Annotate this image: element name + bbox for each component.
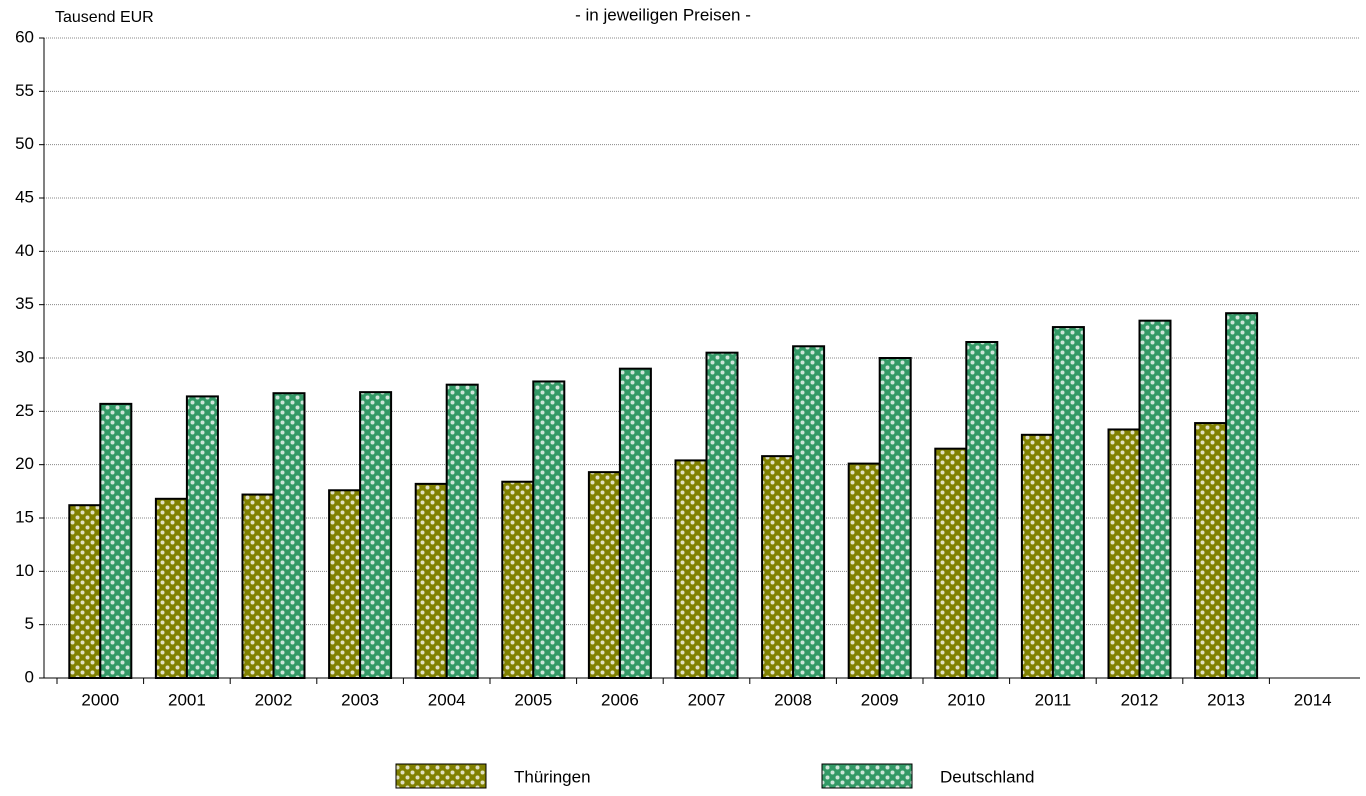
legend-swatch	[395, 763, 487, 789]
y-tick-label: 45	[15, 187, 34, 206]
y-tick-label: 55	[15, 81, 34, 100]
bar	[705, 351, 739, 679]
bar	[328, 489, 362, 679]
y-tick-label: 50	[15, 134, 34, 153]
x-tick-label: 2013	[1207, 690, 1245, 709]
chart-title: - in jeweiligen Preisen -	[575, 5, 751, 24]
bar	[445, 383, 479, 679]
bar	[674, 459, 708, 679]
bar	[99, 402, 133, 679]
bar	[1107, 428, 1141, 680]
x-tick-label: 2008	[774, 690, 812, 709]
y-tick-label: 10	[15, 561, 34, 580]
y-axis-label: Tausend EUR	[55, 9, 154, 26]
x-tick-label: 2000	[81, 690, 119, 709]
y-tick-label: 35	[15, 294, 34, 313]
legend-label: Thüringen	[514, 767, 591, 786]
bar	[847, 462, 881, 679]
y-tick-label: 60	[15, 27, 34, 46]
bar	[587, 471, 621, 679]
bar	[154, 497, 188, 679]
bar	[359, 391, 393, 679]
legend-label: Deutschland	[940, 767, 1035, 786]
y-tick-label: 25	[15, 401, 34, 420]
y-tick-label: 40	[15, 241, 34, 260]
bar	[761, 455, 795, 679]
y-tick-label: 5	[25, 614, 34, 633]
x-tick-label: 2004	[428, 690, 466, 709]
bar	[1194, 422, 1228, 680]
legend-swatch	[821, 763, 913, 789]
x-tick-label: 2001	[168, 690, 206, 709]
bar	[1225, 312, 1259, 679]
bar	[68, 504, 102, 680]
bar	[1051, 326, 1085, 679]
x-tick-label: 2014	[1294, 690, 1332, 709]
bar	[532, 380, 566, 679]
bar	[272, 392, 306, 679]
x-tick-label: 2012	[1121, 690, 1159, 709]
x-tick-label: 2002	[255, 690, 293, 709]
bar	[618, 367, 652, 679]
bar	[185, 395, 219, 679]
x-tick-label: 2005	[514, 690, 552, 709]
bar	[1020, 433, 1054, 679]
bar	[934, 447, 968, 679]
x-tick-label: 2010	[947, 690, 985, 709]
x-tick-label: 2007	[688, 690, 726, 709]
bar	[501, 480, 535, 679]
x-tick-label: 2009	[861, 690, 899, 709]
x-tick-label: 2006	[601, 690, 639, 709]
bar	[878, 357, 912, 679]
y-tick-label: 0	[25, 667, 34, 686]
x-tick-label: 2011	[1035, 690, 1072, 709]
bar	[792, 345, 826, 679]
y-tick-label: 30	[15, 347, 34, 366]
bar	[965, 341, 999, 679]
bar	[414, 482, 448, 679]
x-tick-label: 2003	[341, 690, 379, 709]
bar	[241, 493, 275, 679]
y-tick-label: 20	[15, 454, 34, 473]
y-tick-label: 15	[15, 507, 34, 526]
bar	[1138, 319, 1172, 679]
